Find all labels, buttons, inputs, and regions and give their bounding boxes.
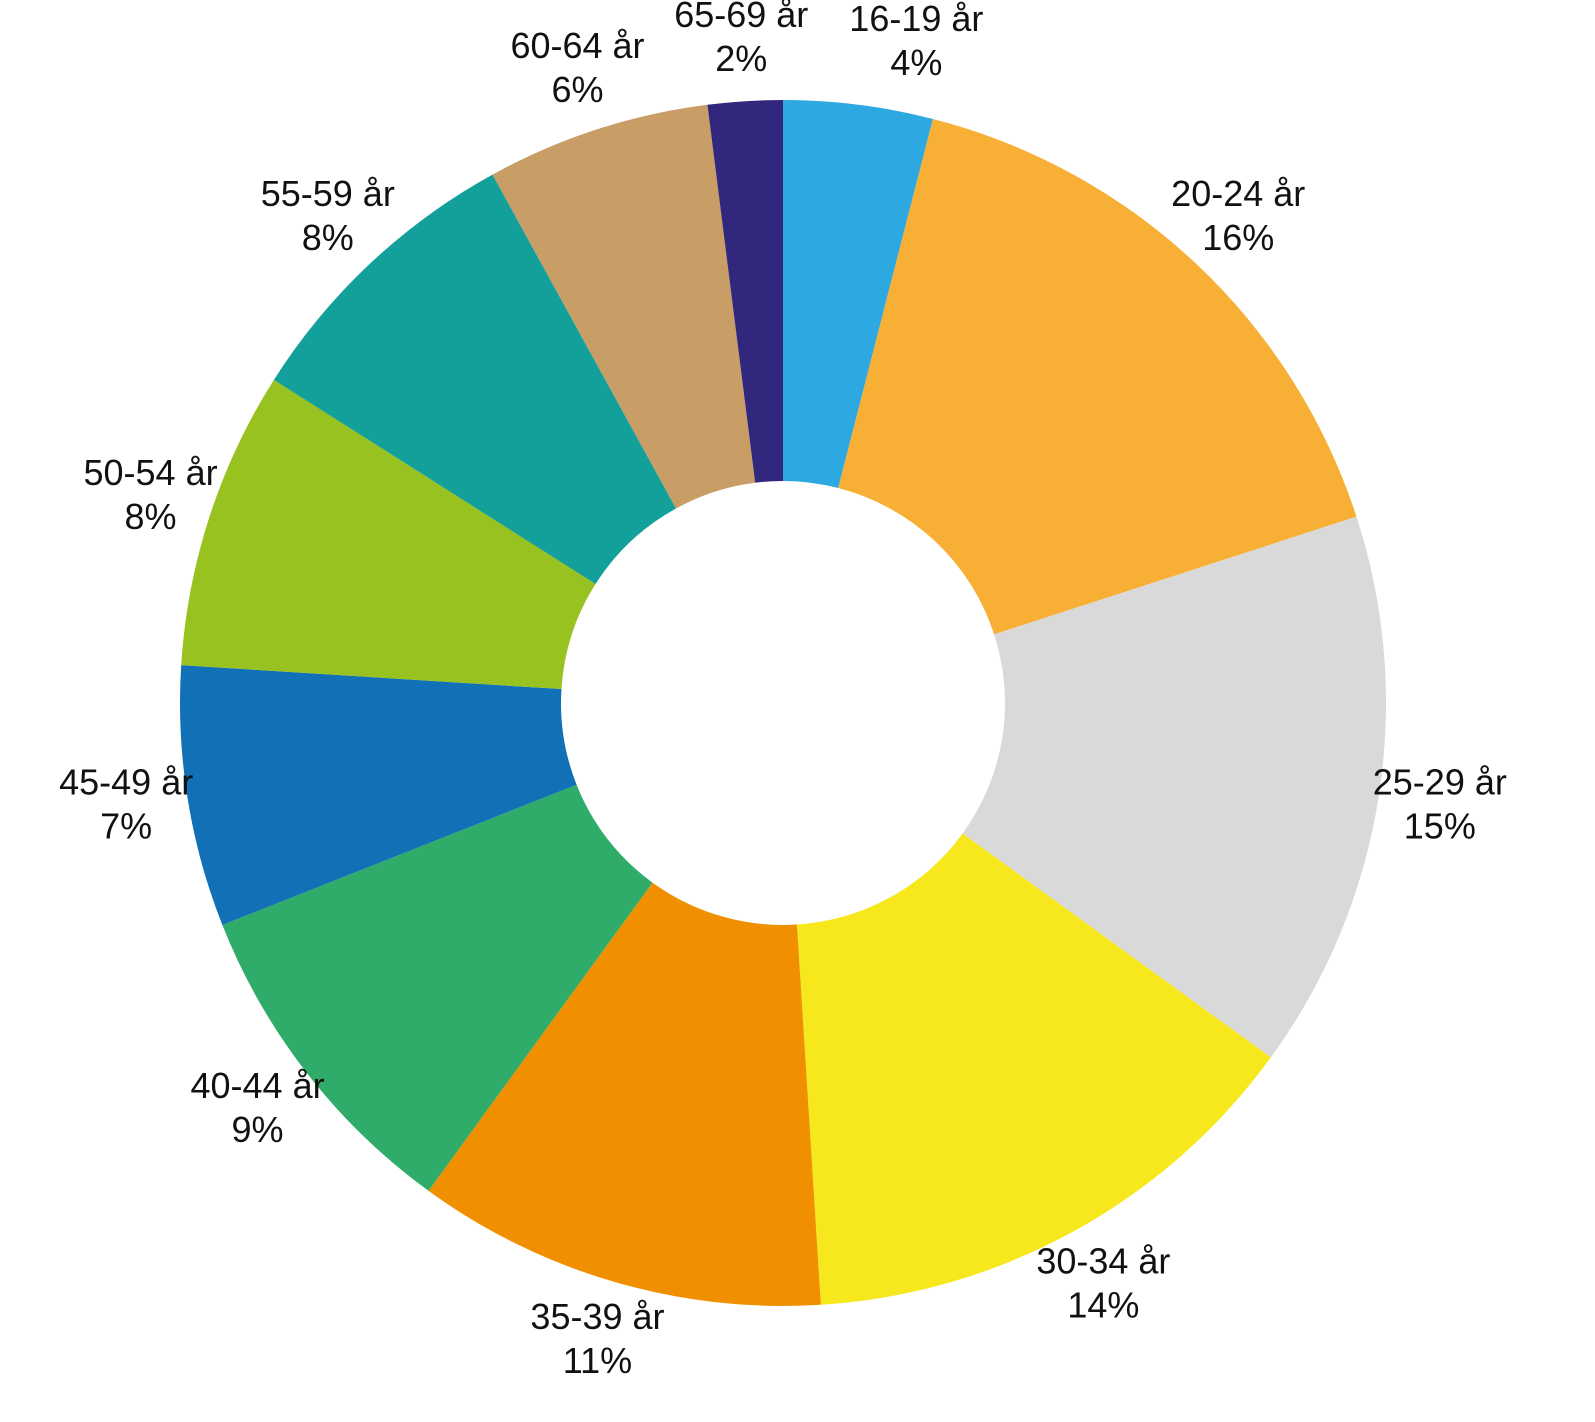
slice-value-label: 7% [100,806,152,847]
slice [707,100,783,483]
slice-value-label: 4% [890,42,942,83]
slice-category-label: 45-49 år [59,762,193,803]
slice-category-label: 40-44 år [191,1065,325,1106]
slice-value-label: 11% [563,1340,632,1381]
slice-value-label: 14% [1067,1284,1139,1325]
slice-category-label: 60-64 år [510,25,644,66]
slice [180,665,577,925]
slice-category-label: 35-39 år [530,1296,664,1337]
slice-value-label: 9% [232,1109,284,1150]
slice-value-label: 15% [1404,806,1476,847]
slice [428,882,821,1306]
slice-value-label: 8% [125,496,177,537]
slice-category-label: 16-19 år [849,0,983,39]
slice [222,784,653,1191]
slice [796,833,1271,1305]
slice [783,100,933,488]
slice [181,379,596,690]
slice-value-label: 6% [551,69,603,110]
slice [273,174,677,585]
slice-category-label: 30-34 år [1036,1240,1170,1281]
slice-category-label: 20-24 år [1171,173,1305,214]
slice-value-label: 16% [1202,217,1274,258]
slice-category-label: 50-54 år [84,452,218,493]
slice-category-label: 25-29 år [1373,762,1507,803]
slice-category-label: 55-59 år [261,173,395,214]
slice-category-label: 65-69 år [674,0,808,35]
slice [492,104,756,509]
slice [838,118,1357,635]
slice [962,516,1386,1058]
slice-value-label: 8% [302,217,354,258]
slice-value-label: 2% [715,38,767,79]
